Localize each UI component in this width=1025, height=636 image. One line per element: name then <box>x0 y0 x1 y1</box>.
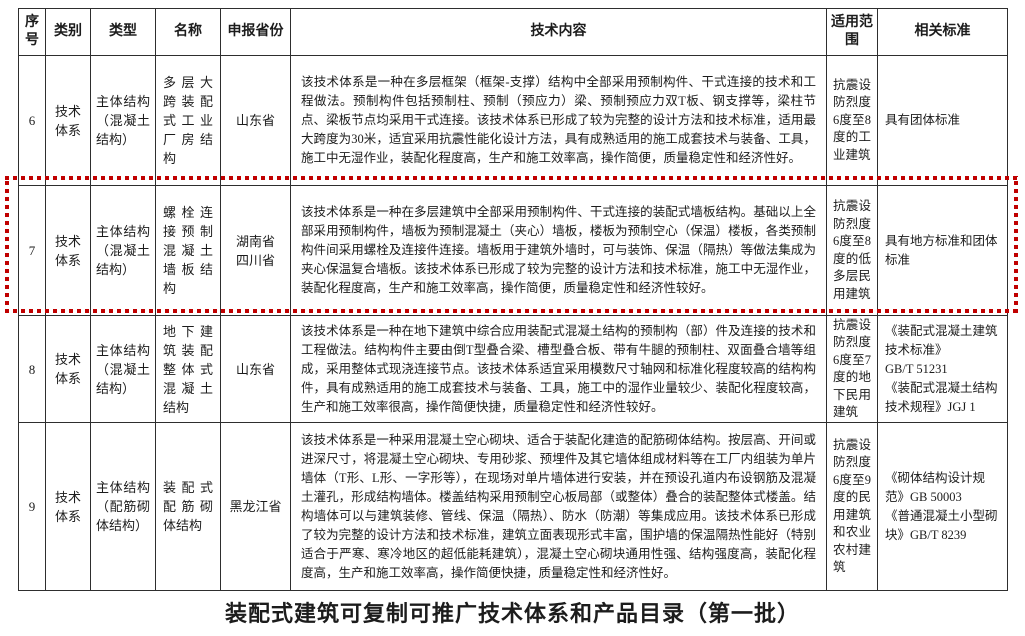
cell-standards: 具有团体标准 <box>877 55 1008 186</box>
cell-name: 装配式配筋砌体结构 <box>155 422 221 591</box>
table-row-7-highlighted: 7 技术体系 主体结构（混凝土结构） 螺栓连接预制混凝土墙板结构 湖南省 四川省… <box>18 185 1008 316</box>
header-category: 类别 <box>45 8 91 56</box>
header-province: 申报省份 <box>220 8 291 56</box>
cell-standards: 具有地方标准和团体标准 <box>877 185 1008 316</box>
cell-no: 6 <box>18 55 46 186</box>
header-scope: 适用范围 <box>826 8 878 56</box>
table-row-8: 8 技术体系 主体结构（混凝土结构） 地下建筑装配整体式混凝土结构 山东省 该技… <box>18 315 1008 423</box>
table-row-6: 6 技术体系 主体结构（混凝土结构） 多层大跨装配式工业厂房结构 山东省 该技术… <box>18 55 1008 186</box>
cell-content: 该技术体系是一种在多层建筑中全部采用预制构件、干式连接的装配式墙板结构。基础以上… <box>290 185 827 316</box>
cell-standards: 《砌体结构设计规范》GB 50003 《普通混凝土小型砌块》GB/T 8239 <box>877 422 1008 591</box>
cell-category: 技术体系 <box>45 55 91 186</box>
header-type: 类型 <box>90 8 156 56</box>
header-no: 序号 <box>18 8 46 56</box>
cell-type: 主体结构（混凝土结构） <box>90 315 156 423</box>
cell-no: 9 <box>18 422 46 591</box>
header-name: 名称 <box>155 8 221 56</box>
cell-type: 主体结构（混凝土结构） <box>90 55 156 186</box>
catalog-table: 序号 类别 类型 名称 申报省份 技术内容 适用范围 相关标准 6 技术体系 主… <box>18 8 1008 591</box>
cell-content: 该技术体系是一种采用混凝土空心砌块、适合于装配化建造的配筋砌体结构。按层高、开间… <box>290 422 827 591</box>
cell-type: 主体结构（混凝土结构） <box>90 185 156 316</box>
cell-standards: 《装配式混凝土建筑技术标准》 GB/T 51231 《装配式混凝土结构技术规程》… <box>877 315 1008 423</box>
cell-content: 该技术体系是一种在多层框架（框架-支撑）结构中全部采用预制构件、干式连接的技术和… <box>290 55 827 186</box>
cell-name: 螺栓连接预制混凝土墙板结构 <box>155 185 221 316</box>
cell-scope: 抗震设防烈度6度至7度的地下民用建筑 <box>826 315 878 423</box>
header-content: 技术内容 <box>290 8 827 56</box>
cell-type: 主体结构（配筋砌体结构） <box>90 422 156 591</box>
cell-scope: 抗震设防烈度6度至9度的民用建筑和农业农村建筑 <box>826 422 878 591</box>
table-row-9: 9 技术体系 主体结构（配筋砌体结构） 装配式配筋砌体结构 黑龙江省 该技术体系… <box>18 422 1008 591</box>
table-caption: 装配式建筑可复制可推广技术体系和产品目录（第一批） <box>224 601 800 626</box>
cell-province: 山东省 <box>220 315 291 423</box>
cell-category: 技术体系 <box>45 315 91 423</box>
cell-no: 8 <box>18 315 46 423</box>
cell-category: 技术体系 <box>45 185 91 316</box>
cell-province: 黑龙江省 <box>220 422 291 591</box>
header-standards: 相关标准 <box>877 8 1008 56</box>
cell-scope: 抗震设防烈度6度至8度的工业建筑 <box>826 55 878 186</box>
cell-name: 地下建筑装配整体式混凝土结构 <box>155 315 221 423</box>
cell-category: 技术体系 <box>45 422 91 591</box>
cell-scope: 抗震设防烈度6度至8度的低多层民用建筑 <box>826 185 878 316</box>
cell-no: 7 <box>18 185 46 316</box>
cell-province: 山东省 <box>220 55 291 186</box>
cell-content: 该技术体系是一种在地下建筑中综合应用装配式混凝土结构的预制构（部）件及连接的技术… <box>290 315 827 423</box>
header-row: 序号 类别 类型 名称 申报省份 技术内容 适用范围 相关标准 <box>18 8 1008 56</box>
cell-name: 多层大跨装配式工业厂房结构 <box>155 55 221 186</box>
cell-province: 湖南省 四川省 <box>220 185 291 316</box>
